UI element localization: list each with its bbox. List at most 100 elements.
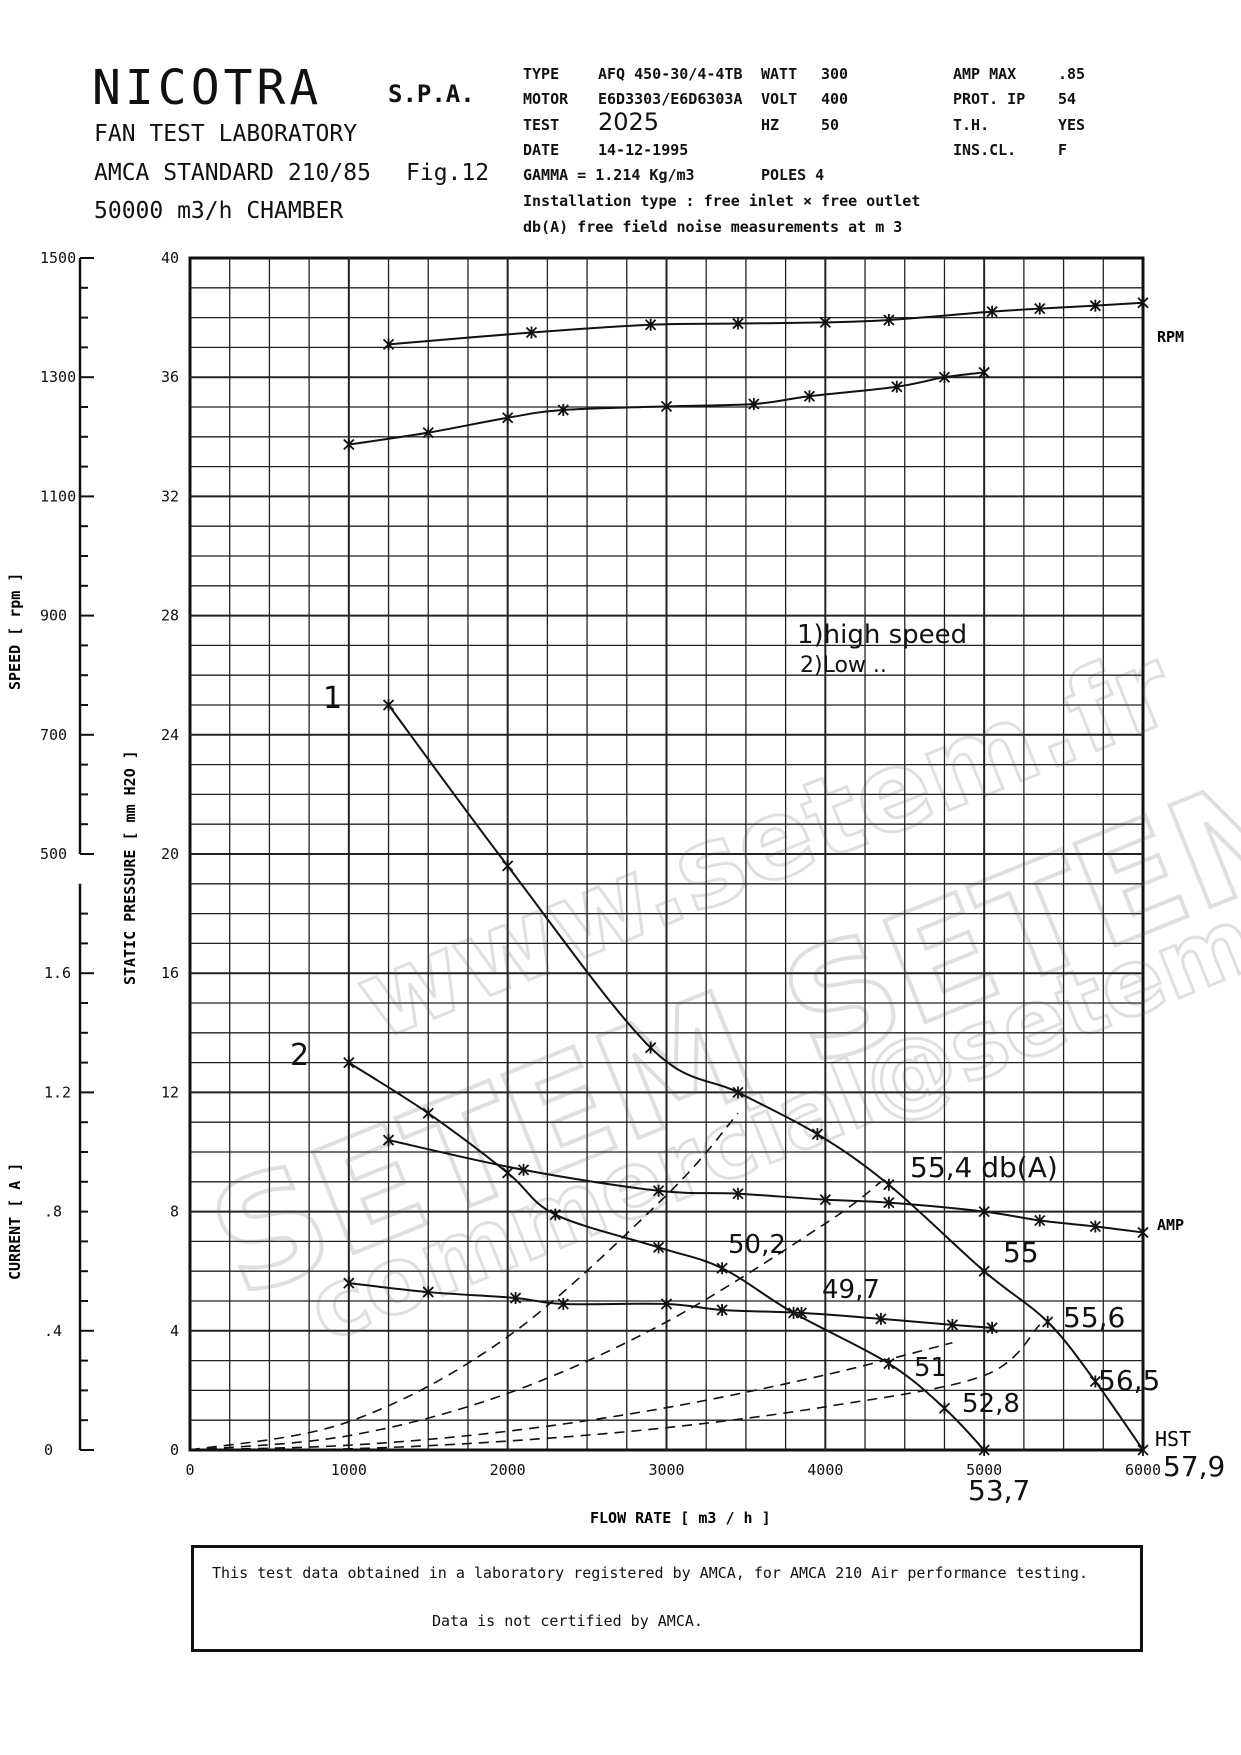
speed-tick-label: 1100 [40,487,76,505]
data-point [343,438,355,451]
data-point [382,1134,395,1147]
speed-axis-title: SPEED [ rpm ] [6,573,24,690]
series-line [388,301,1144,346]
data-point [732,1086,744,1099]
data-point [502,1166,514,1179]
noise-label: 57,9 [1163,1450,1225,1483]
th-label: T.H. [953,116,990,134]
current-tick-label: 1.6 [44,964,71,982]
speed-tick-label: 700 [40,726,67,744]
data-point [883,313,895,326]
standard-title: AMCA STANDARD 210/85 [94,160,371,186]
data-point [1137,1226,1149,1239]
pressure-tick-label: 28 [161,607,179,625]
type-value: AFQ 450-30/4-4TB [598,65,743,83]
x-axis-title: FLOW RATE [ m3 / h ] [590,1509,771,1527]
data-point [986,1321,998,1334]
prot-label: PROT. IP [953,90,1026,108]
current-tick-label: .8 [44,1203,62,1221]
data-point [795,1306,808,1319]
data-point [652,1184,665,1197]
hst-label: HST [1155,1427,1191,1451]
current-tick-label: .4 [44,1322,62,1340]
x-tick-label: 1000 [331,1461,367,1479]
data-point [803,390,816,403]
data-point [875,1312,887,1325]
gamma-text: GAMMA = 1.214 Kg/m3 [523,166,695,184]
data-point [938,1402,951,1415]
pressure-tick-label: 0 [170,1441,179,1459]
amp-label: AMP [1157,1216,1184,1234]
data-point [660,1297,673,1310]
lab-title: FAN TEST LABORATORY [94,121,358,147]
figure-number: Fig.12 [406,160,490,186]
data-point [1137,1444,1149,1456]
system-curve [189,1341,953,1451]
data-point [517,1163,530,1176]
data-point [557,1297,569,1310]
date-label: DATE [523,141,560,159]
data-point [644,1041,657,1054]
handwritten-annotations: 1)high speed 2)Low .. 1 2 55,4 db(A) 55 … [290,620,1225,1507]
x-tick-label: 0 [185,1461,194,1479]
data-point [1034,302,1046,315]
x-tick-label: 2000 [490,1461,526,1479]
chart-axes: 0 1000 2000 3000 4000 5000 6000048121620242832… [40,249,1161,1479]
data-point [819,1193,831,1206]
data-point [748,398,760,411]
data-point [978,1265,990,1278]
noise-label: 52,8 [962,1389,1020,1419]
brand-suffix: S.P.A. [388,80,475,108]
test-label: TEST [523,116,560,134]
data-point [716,1303,728,1316]
pressure-tick-label: 36 [161,368,179,386]
note-line-2: Data is not certified by AMCA. [432,1612,703,1630]
date-value: 14-12-1995 [598,141,689,159]
series-line [348,1282,993,1329]
system-curve [189,1112,739,1451]
noise-label: 55 [1003,1236,1039,1269]
poles-text: POLES 4 [761,166,825,184]
data-point [549,1208,561,1221]
speed-tick-label: 900 [40,607,67,625]
pressure-tick-label: 32 [161,487,179,505]
data-point [644,318,657,331]
current-tick-label: 1.2 [44,1083,71,1101]
data-point [502,859,514,872]
data-point [883,1196,895,1209]
data-point [811,1128,824,1141]
curve2-label: 2 [290,1038,309,1073]
pressure-tick-label: 16 [161,964,179,982]
data-point [1089,299,1101,312]
data-point [986,305,998,318]
data-point [891,380,903,393]
pressure-tick-label: 4 [170,1322,179,1340]
data-point [978,1444,990,1456]
data-point [557,403,569,416]
system-curve [189,1181,882,1451]
data-point [343,1056,355,1069]
data-point [938,371,951,384]
data-point [422,1107,434,1120]
data-point [716,1262,728,1275]
data-point [819,316,831,329]
data-point [382,338,395,351]
speed-tick-label: 1300 [40,368,76,386]
type-label: TYPE [523,65,560,83]
x-tick-label: 3000 [648,1461,684,1479]
volt-label: VOLT [761,90,798,108]
noise-label: 50,2 [728,1230,786,1260]
rpm-label: RPM [1157,328,1184,346]
chart-curves [189,296,1149,1456]
data-point [732,317,744,330]
x-tick-label: 4000 [807,1461,843,1479]
data-point [732,1187,744,1200]
curve1-label: 1 [323,681,342,716]
x-tick-label: 6000 [1125,1461,1161,1479]
series-line [348,1061,985,1451]
data-point [978,1205,990,1218]
pressure-tick-label: 24 [161,726,179,744]
data-point [652,1241,665,1254]
data-point [1089,1375,1101,1388]
